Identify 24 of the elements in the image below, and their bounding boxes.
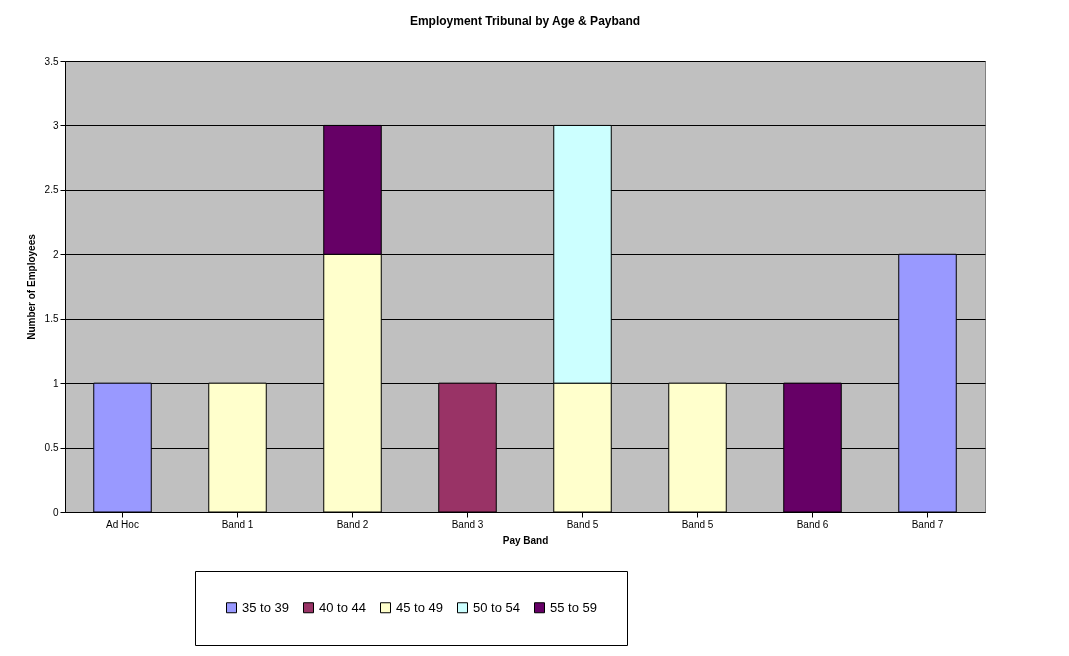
- y-tick-label: 3.5: [44, 55, 59, 67]
- legend-label: 55 to 59: [550, 599, 597, 615]
- x-tick-label: Band 7: [911, 518, 944, 530]
- x-tick-label: Band 5: [566, 518, 599, 530]
- chart-title: Employment Tribunal by Age & Payband: [409, 14, 641, 28]
- y-tick-label: 0: [52, 506, 59, 518]
- x-tick-label: Ad Hoc: [106, 518, 139, 530]
- x-tick-label: Band 6: [796, 518, 829, 530]
- x-tick-label: Band 3: [451, 518, 484, 530]
- legend-label: 35 to 39: [242, 599, 289, 615]
- y-tick-label: 0.5: [44, 442, 59, 454]
- x-tick-label: Band 5: [681, 518, 714, 530]
- x-axis-title: Pay Band: [502, 534, 549, 546]
- y-tick-label: 1: [52, 377, 59, 389]
- legend-label: 40 to 44: [319, 599, 366, 615]
- y-tick-label: 1.5: [44, 313, 59, 325]
- legend-label: 45 to 49: [396, 599, 443, 615]
- legend-label: 50 to 54: [473, 599, 520, 615]
- x-tick-label: Band 1: [221, 518, 254, 530]
- y-tick-label: 3: [52, 119, 59, 131]
- y-axis-title: Number of Employees: [25, 233, 37, 340]
- x-tick-label: Band 2: [336, 518, 369, 530]
- y-tick-label: 2.5: [44, 184, 59, 196]
- y-tick-label: 2: [52, 248, 59, 260]
